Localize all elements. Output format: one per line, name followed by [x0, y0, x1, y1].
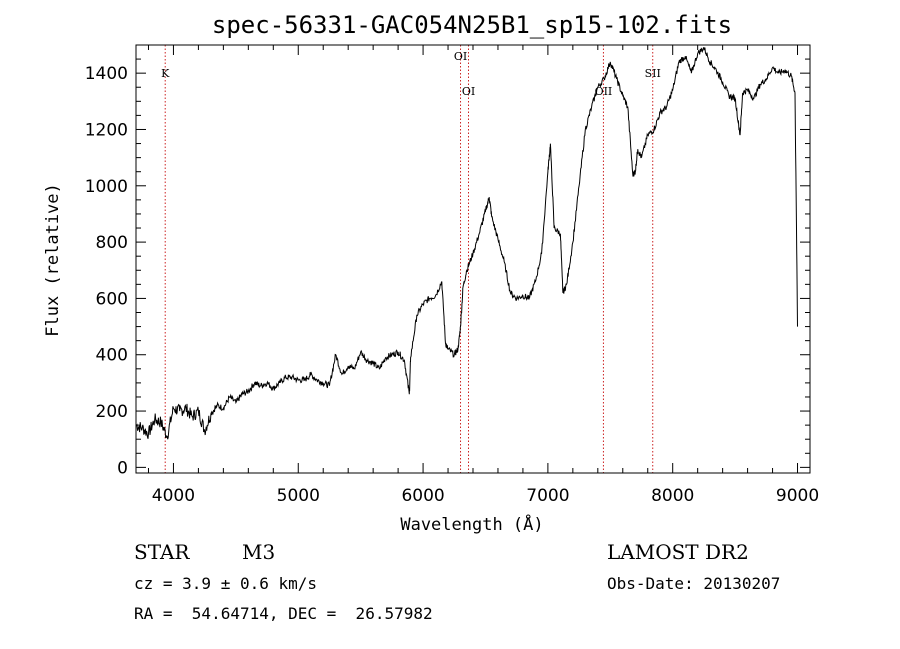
x-tick-label: 7000	[526, 486, 569, 506]
x-axis-label: Wavelength (Å)	[400, 513, 543, 535]
x-tick-label: 6000	[401, 486, 444, 506]
y-tick-label: 400	[96, 346, 128, 366]
y-tick-label: 200	[96, 402, 128, 422]
x-tick-label: 9000	[776, 486, 819, 506]
y-tick-label: 600	[96, 289, 128, 309]
x-tick-label: 5000	[277, 486, 320, 506]
line-id-label: OII	[595, 85, 613, 98]
y-tick-label: 1200	[85, 120, 128, 140]
object-subclass: M3	[242, 540, 276, 564]
y-tick-label: 0	[117, 458, 128, 478]
line-id-markers: K OI OI OII SII	[161, 45, 661, 473]
coordinates-text: RA = 54.64714, DEC = 26.57982	[134, 604, 433, 623]
chart-title: spec-56331-GAC054N25B1_sp15-102.fits	[212, 11, 732, 39]
line-id-label: OI	[454, 50, 467, 63]
y-tick-label: 800	[96, 233, 128, 253]
spectrum-line	[135, 47, 798, 440]
object-class: STAR	[134, 540, 190, 564]
x-tick-label: 4000	[152, 486, 195, 506]
y-tick-label: 1400	[85, 64, 128, 84]
y-tick-label: 1000	[85, 177, 128, 197]
obs-date-text: Obs-Date: 20130207	[607, 574, 781, 593]
line-id-label: SII	[645, 67, 661, 80]
plot-frame	[135, 44, 811, 474]
line-id-label: OI	[462, 85, 475, 98]
line-id-label: K	[161, 67, 170, 80]
x-axis-ticks: 4000 5000 6000 7000 8000 9000	[147, 45, 819, 506]
redshift-text: cz = 3.9 ± 0.6 km/s	[134, 574, 318, 593]
y-axis-label: Flux (relative)	[43, 183, 63, 337]
survey-label: LAMOST DR2	[607, 540, 749, 564]
x-tick-label: 8000	[651, 486, 694, 506]
y-axis-ticks: 0 200 400 600 800 1000 1200 1400	[85, 58, 810, 478]
